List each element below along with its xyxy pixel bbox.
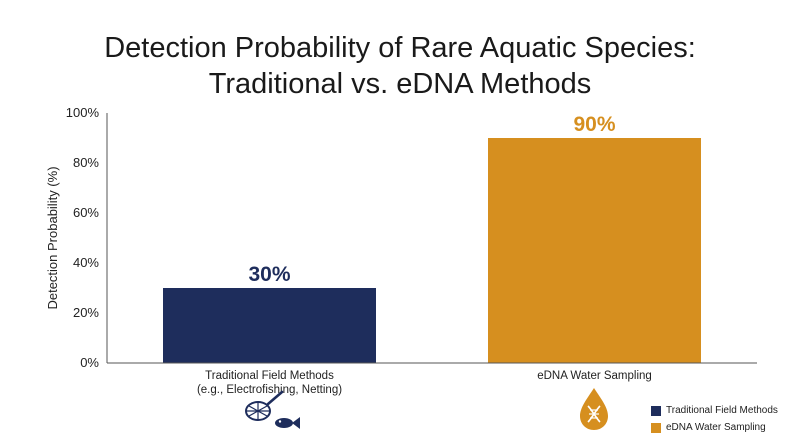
y-axis-label: Detection Probability (%) bbox=[45, 166, 60, 309]
legend-item-edna: eDNA Water Sampling bbox=[651, 419, 778, 436]
legend: Traditional Field Methods eDNA Water Sam… bbox=[651, 402, 778, 436]
bars bbox=[163, 138, 701, 363]
category-label-1-line-0: eDNA Water Sampling bbox=[537, 370, 652, 382]
y-tick-label-100: 100% bbox=[66, 105, 100, 120]
legend-label-edna: eDNA Water Sampling bbox=[666, 422, 766, 433]
chart-title-line-1: Detection Probability of Rare Aquatic Sp… bbox=[104, 32, 696, 64]
y-tick-label-40: 40% bbox=[73, 255, 99, 270]
bar-1 bbox=[488, 138, 701, 363]
y-axis-ticks: 0% 20% 40% 60% 80% 100% bbox=[66, 105, 100, 370]
y-tick-label-20: 20% bbox=[73, 305, 99, 320]
legend-swatch-edna bbox=[651, 422, 661, 433]
y-tick-label-80: 80% bbox=[73, 155, 99, 170]
legend-item-traditional: Traditional Field Methods bbox=[651, 402, 778, 419]
y-tick-label-0: 0% bbox=[80, 355, 99, 370]
net-and-fish-icon bbox=[245, 390, 300, 429]
chart-title: Detection Probability of Rare Aquatic Sp… bbox=[0, 30, 800, 102]
water-drop-dna-icon bbox=[580, 388, 608, 430]
data-labels: 30% 90% bbox=[248, 113, 615, 286]
y-tick-label-60: 60% bbox=[73, 205, 99, 220]
category-labels: Traditional Field Methods (e.g., Electrof… bbox=[197, 370, 652, 396]
data-label-0: 30% bbox=[248, 263, 290, 286]
legend-label-traditional: Traditional Field Methods bbox=[666, 405, 778, 416]
bar-0 bbox=[163, 288, 376, 363]
legend-swatch-traditional bbox=[651, 405, 661, 416]
category-label-0-line-1: (e.g., Electrofishing, Netting) bbox=[197, 384, 342, 396]
data-label-1: 90% bbox=[573, 113, 615, 136]
chart-title-line-2: Traditional vs. eDNA Methods bbox=[208, 68, 592, 100]
category-label-0-line-0: Traditional Field Methods bbox=[205, 370, 334, 382]
